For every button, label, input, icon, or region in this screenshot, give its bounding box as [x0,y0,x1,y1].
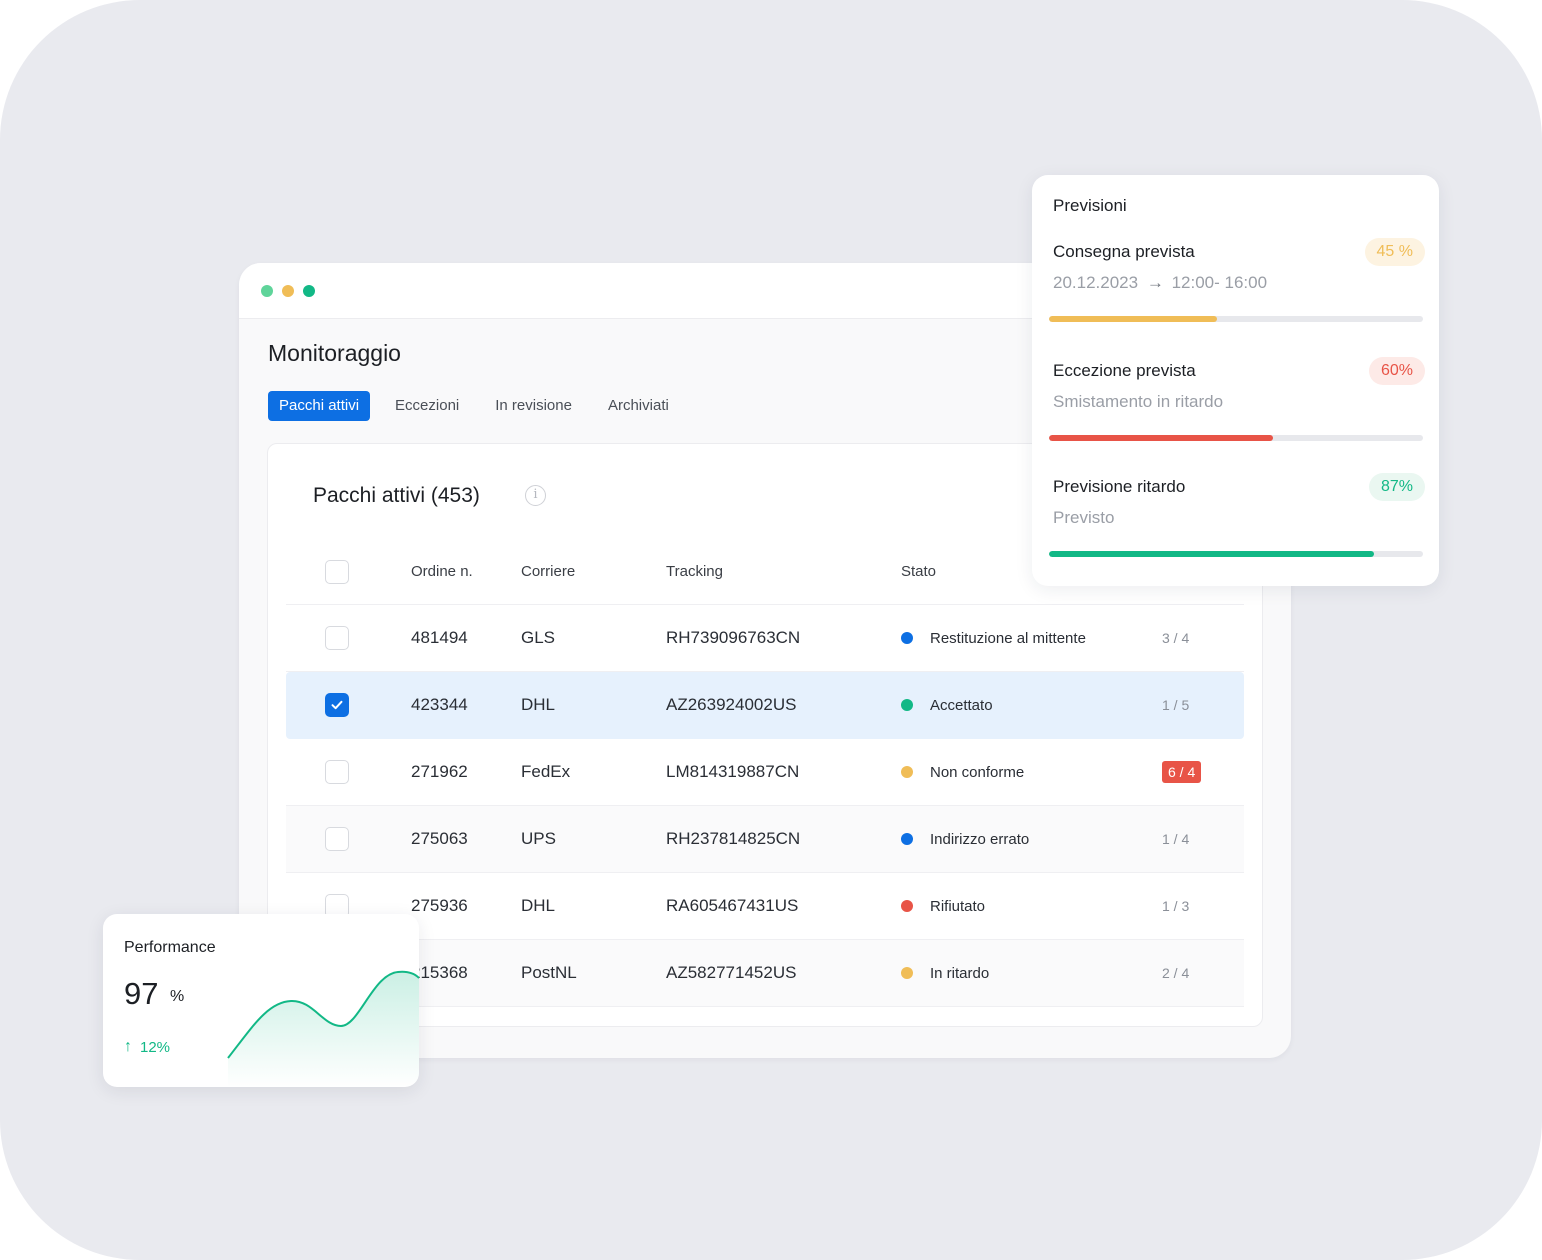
tab-eccezioni[interactable]: Eccezioni [395,397,460,414]
window-dot-minimize[interactable] [282,285,294,297]
performance-unit: % [170,988,185,1005]
forecast-title: Previsioni [1053,196,1127,215]
carrier-name: DHL [521,695,556,714]
status-dot-icon [901,967,913,979]
order-number: 275063 [411,829,468,848]
forecast-detail: 20.12.2023 → 12:00- 16:00 [1053,273,1267,293]
status-dot-icon [901,699,913,711]
column-header-tracking[interactable]: Tracking [666,563,723,580]
attempts-count: 1 / 3 [1162,898,1190,914]
order-number: 423344 [411,695,468,714]
forecast-detail: Previsto [1053,508,1115,527]
forecast-progress-track [1049,435,1423,441]
table-row[interactable]: 271962 FedEx LM814319887CN Non conforme … [286,739,1244,806]
tab-pacchi-attivi[interactable]: Pacchi attivi [268,391,371,421]
forecast-progress-track [1049,551,1423,557]
performance-title: Performance [124,939,216,956]
carrier-name: PostNL [521,963,577,982]
table-row[interactable]: 275063 UPS RH237814825CN Indirizzo errat… [286,806,1244,873]
carrier-name: UPS [521,829,556,848]
status-dot-icon [901,833,913,845]
attempts-count: 3 / 4 [1162,630,1190,646]
sparkline-line [227,970,419,1059]
performance-value: 97 [124,976,159,1011]
tracking-code[interactable]: LM814319887CN [666,762,800,781]
forecast-date: 20.12.2023 [1053,273,1139,292]
status-label: Accettato [930,696,993,714]
table-row[interactable]: 215368 PostNL AZ582771452US In ritardo 2… [286,940,1244,1007]
forecast-detail: Smistamento in ritardo [1053,392,1224,411]
row-checkbox[interactable] [325,760,349,784]
attempts-badge-alert: 6 / 4 [1162,761,1202,783]
performance-sparkline [227,970,419,1087]
forecast-label: Consegna prevista [1053,242,1195,261]
forecast-progress-fill [1049,435,1274,441]
sparkline-area [228,971,419,1087]
page-title: Monitoraggio [268,340,401,366]
status-label: In ritardo [930,964,990,982]
attempts-count: 1 / 5 [1162,697,1190,713]
arrow-right-icon: → [1146,273,1164,292]
row-checkbox[interactable] [325,626,349,650]
card-title: Pacchi attivi (453) [313,484,480,507]
tracking-code[interactable]: AZ263924002US [666,695,797,714]
status-dot-icon [901,632,913,644]
tab-in-revisione[interactable]: In revisione [495,397,572,414]
table-row[interactable]: 481494 GLS RH739096763CN Restituzione al… [286,605,1244,672]
performance-widget: Performance 97 % ↑ 12% [103,914,419,1087]
column-header-status[interactable]: Stato [901,563,937,580]
tab-archiviati[interactable]: Archiviati [607,397,669,414]
table-row[interactable]: 275936 DHL RA605467431US Rifiutato 1 / 3 [286,873,1244,940]
order-number: 215368 [411,963,468,982]
tracking-code[interactable]: RA605467431US [666,896,799,915]
forecast-badge: 87% [1368,473,1425,501]
carrier-name: DHL [521,896,556,915]
forecast-time: 12:00- 16:00 [1171,273,1268,292]
order-number: 481494 [411,628,468,647]
status-dot-icon [901,900,913,912]
carrier-name: FedEx [521,762,571,781]
status-label: Restituzione al mittente [930,629,1086,647]
status-dot-icon [901,766,913,778]
arrow-up-icon: ↑ [124,1038,132,1055]
tab-bar: Pacchi attivi Eccezioni In revisione Arc… [268,391,694,421]
forecast-badge: 45 % [1364,238,1425,266]
status-label: Rifiutato [930,897,986,915]
packages-table: Ordine n. Corriere Tracking Stato 481494… [286,539,1244,1007]
check-icon [331,700,343,710]
attempts-count: 2 / 4 [1162,965,1190,981]
performance-trend: ↑ 12% [124,1038,170,1056]
column-header-order[interactable]: Ordine n. [411,563,473,580]
forecast-progress-fill [1049,551,1375,557]
carrier-name: GLS [521,628,556,647]
attempts-count: 1 / 4 [1162,831,1190,847]
table-header-row: Ordine n. Corriere Tracking Stato [286,539,1244,605]
row-checkbox[interactable] [325,693,349,717]
forecast-badge: 60% [1368,357,1425,385]
forecast-panel: Previsioni Consegna prevista 20.12.2023 … [1032,175,1439,586]
forecast-progress-fill [1049,316,1218,322]
status-label: Non conforme [930,763,1025,781]
window-dot-maximize[interactable] [303,285,315,297]
info-icon[interactable]: i [525,485,546,506]
window-dot-close[interactable] [261,285,273,297]
tracking-code[interactable]: RH237814825CN [666,829,801,848]
row-checkbox[interactable] [325,827,349,851]
forecast-label: Eccezione prevista [1053,361,1196,380]
forecast-label: Previsione ritardo [1053,477,1186,496]
table-row[interactable]: 423344 DHL AZ263924002US Accettato 1 / 5 [286,672,1244,739]
status-label: Indirizzo errato [930,830,1030,848]
order-number: 271962 [411,762,468,781]
tracking-code[interactable]: RH739096763CN [666,628,801,647]
tracking-code[interactable]: AZ582771452US [666,963,797,982]
order-number: 275936 [411,896,468,915]
select-all-checkbox[interactable] [325,559,349,584]
column-header-carrier[interactable]: Corriere [521,563,576,580]
forecast-progress-track [1049,316,1423,322]
performance-trend-value: 12% [140,1038,171,1056]
